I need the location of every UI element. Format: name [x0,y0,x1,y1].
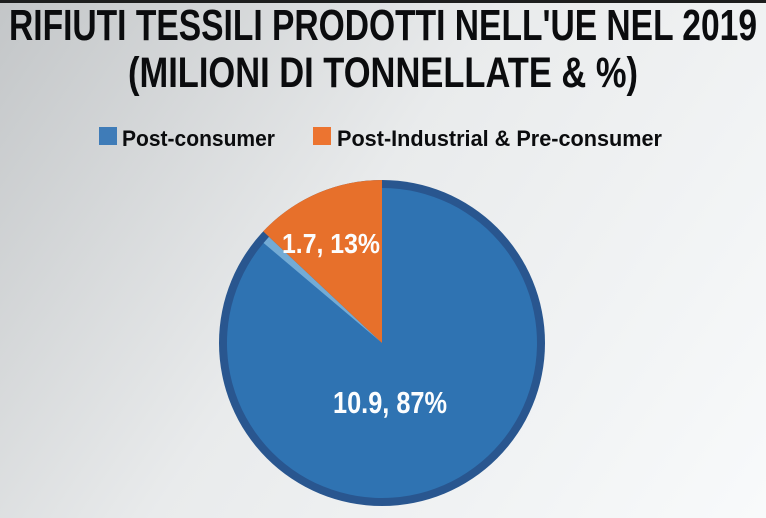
data-label-post-consumer: 10.9, 87% [333,385,447,420]
pie-chart: 1.7, 13% 10.9, 87% [219,180,545,506]
legend-swatch-post-industrial [313,127,331,145]
data-label-post-industrial: 1.7, 13% [282,228,380,259]
legend-label-post-consumer: Post-consumer [122,126,275,151]
chart-title: RIFIUTI TESSILI PRODOTTI NELL'UE NEL 201… [9,1,757,97]
legend-label-post-industrial: Post-Industrial & Pre-consumer [337,126,662,151]
legend-swatch-post-consumer [99,127,117,145]
pie-slice-post-consumer [226,188,537,498]
chart-title-line1: RIFIUTI TESSILI PRODOTTI NELL'UE NEL 201… [9,1,757,50]
top-border [0,0,766,3]
pie-slice-post-industrial [263,180,382,343]
legend: Post-consumer Post-Industrial & Pre-cons… [99,126,662,151]
pie-slice-edge-highlight [263,236,382,343]
chart-title-line2: (MILIONI DI TONNELLATE & %) [128,49,638,97]
